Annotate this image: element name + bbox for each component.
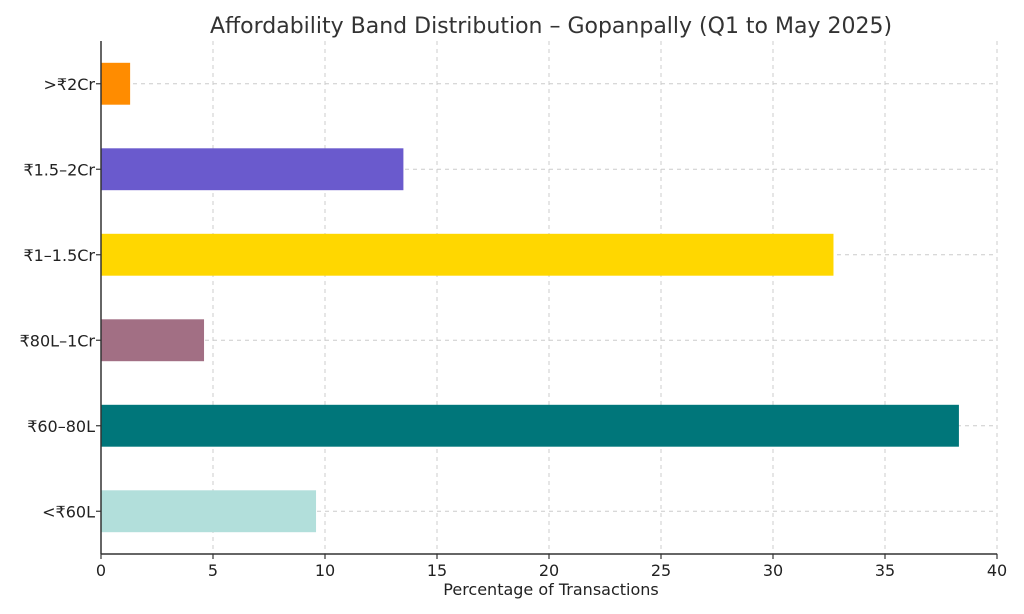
x-tick-label: 10 bbox=[315, 561, 335, 580]
chart-title: Affordability Band Distribution – Gopanp… bbox=[210, 14, 892, 39]
bars bbox=[101, 62, 959, 533]
x-tick-label: 5 bbox=[208, 561, 218, 580]
bar bbox=[101, 404, 959, 447]
x-tick-label: 40 bbox=[987, 561, 1007, 580]
x-tick-label: 35 bbox=[875, 561, 895, 580]
bar bbox=[101, 62, 131, 105]
x-ticks: 0 5 10 15 20 25 30 35 40 bbox=[96, 554, 1007, 580]
y-tick-label: ₹1–1.5Cr bbox=[23, 246, 95, 265]
x-tick-label: 25 bbox=[651, 561, 671, 580]
gridlines bbox=[101, 41, 998, 554]
y-tick-label: ₹60–80L bbox=[27, 417, 95, 436]
bar bbox=[101, 233, 834, 276]
bar bbox=[101, 319, 205, 362]
bar bbox=[101, 148, 404, 191]
y-tick-label: <₹60L bbox=[42, 502, 95, 521]
x-tick-label: 30 bbox=[763, 561, 783, 580]
y-ticks: <₹60L ₹60–80L ₹80L–1Cr ₹1–1.5Cr ₹1.5–2Cr >₹2C… bbox=[20, 75, 101, 521]
x-tick-label: 15 bbox=[427, 561, 447, 580]
y-tick-label: >₹2Cr bbox=[43, 75, 95, 94]
y-tick-label: ₹1.5–2Cr bbox=[23, 160, 95, 179]
x-tick-label: 20 bbox=[539, 561, 559, 580]
x-axis-label: Percentage of Transactions bbox=[443, 580, 658, 599]
x-tick-label: 0 bbox=[96, 561, 106, 580]
y-tick-label: ₹80L–1Cr bbox=[20, 331, 96, 350]
bar bbox=[101, 490, 317, 533]
